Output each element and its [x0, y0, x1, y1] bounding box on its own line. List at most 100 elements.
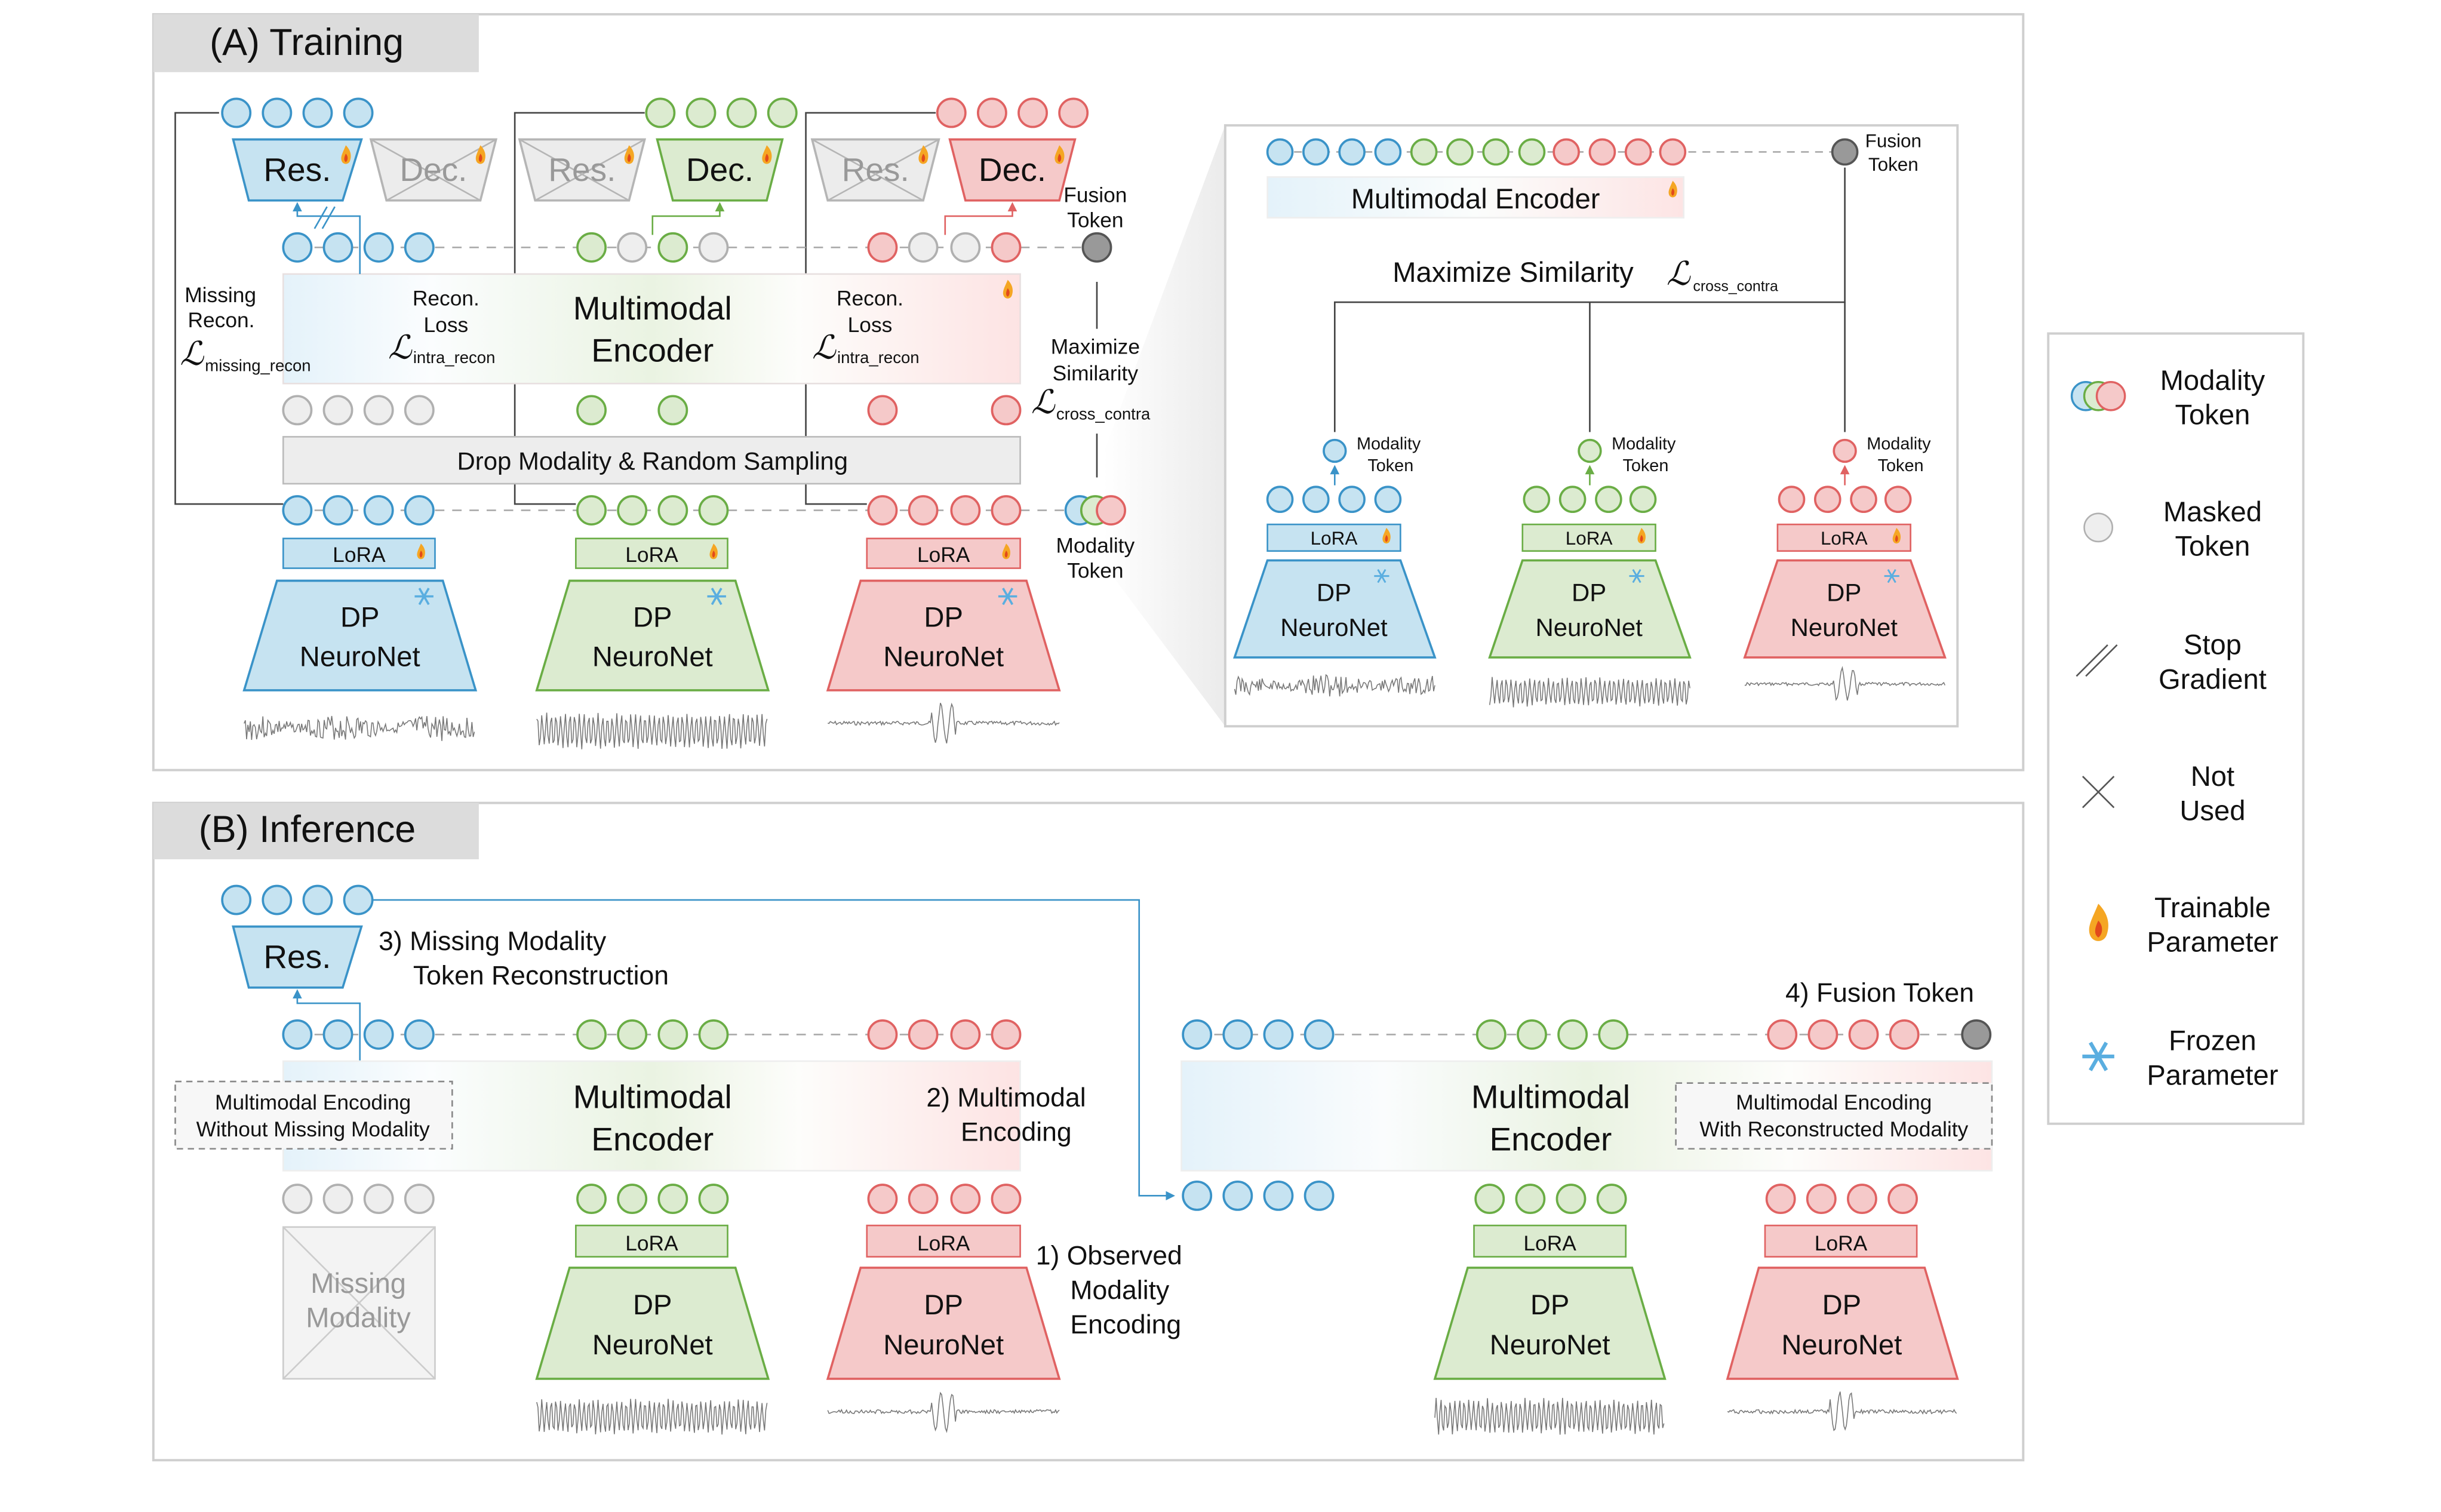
- inset-maximize-label: Maximize Similarity: [1392, 256, 1634, 288]
- inset-fusion-token-label: Fusion: [1865, 131, 1922, 152]
- encoder-label: Encoder: [591, 1120, 714, 1157]
- missing-recon-label: Recon.: [187, 309, 254, 332]
- module-label: Dec.: [979, 151, 1046, 188]
- flame-core: [1671, 188, 1675, 196]
- modality-token: [1778, 485, 1806, 514]
- modality-token: [221, 97, 252, 128]
- dp-neuronet: [826, 579, 1061, 692]
- masked-token: [363, 395, 394, 426]
- dp-label: DP: [633, 601, 672, 633]
- modality-token: [1517, 1019, 1547, 1050]
- fusion-token-label: Token: [1067, 208, 1123, 232]
- inset-modality-token-label: Modality: [1612, 434, 1676, 453]
- dp-neuronet: [1233, 559, 1437, 659]
- modality-token: [936, 97, 967, 128]
- flame-icon: [475, 145, 485, 164]
- inset-modality-token-label: Token: [1622, 456, 1668, 475]
- modality-token: [1302, 485, 1330, 514]
- flame-icon: [624, 145, 634, 164]
- modality-token: [991, 395, 1022, 426]
- modality-token: [302, 884, 333, 915]
- modality-token: [1302, 138, 1330, 166]
- modality-token: [991, 1184, 1022, 1215]
- recon-loss-label: Loss: [423, 314, 468, 337]
- legend-label: Parameter: [2147, 1059, 2278, 1090]
- modality-token: [576, 395, 607, 426]
- loss-symbol: ℒ: [180, 334, 204, 373]
- modality-token: [404, 1019, 435, 1050]
- modality-token: [1410, 138, 1438, 166]
- dp-label: DP: [924, 1289, 963, 1320]
- modality-token: [1629, 485, 1657, 514]
- dp-label: NeuroNet: [592, 1329, 713, 1360]
- not-used-icon: [534, 139, 645, 201]
- flame-core: [2095, 920, 2102, 938]
- modality-token: [1813, 485, 1841, 514]
- flame-icon: [1892, 528, 1901, 544]
- multimodal-encoder: [282, 273, 1021, 385]
- flame-core: [1057, 153, 1062, 162]
- legend: ModalityTokenMaskedTokenStopGradientNotU…: [2047, 332, 2305, 1125]
- lora-adapter: [575, 537, 728, 569]
- signal-waveform: [1434, 1397, 1665, 1435]
- modality-token: [576, 1019, 607, 1050]
- modality-token: [1266, 138, 1294, 166]
- masked-token: [363, 1184, 394, 1215]
- modality-token: [991, 495, 1022, 525]
- maximize-similarity-label: Similarity: [1053, 362, 1139, 385]
- modality-token: [363, 495, 394, 525]
- dp-label: NeuroNet: [300, 641, 420, 672]
- modality-token: [1263, 1180, 1294, 1211]
- modality-token: [576, 495, 607, 525]
- dp-label: NeuroNet: [1781, 1329, 1902, 1360]
- inset-modality-token-label: Token: [1878, 456, 1924, 475]
- encoding-with-label: Multimodal Encoding: [1736, 1091, 1932, 1114]
- dp-neuronet: [242, 579, 478, 692]
- modality-token: [950, 495, 981, 525]
- encoder-label: Multimodal: [573, 290, 732, 327]
- snowflake-stroke: [1632, 569, 1641, 583]
- modality-token: [867, 1184, 898, 1215]
- snowflake-icon: [2082, 1041, 2114, 1071]
- modality-token: [1323, 438, 1347, 463]
- modality-token: [1058, 97, 1089, 128]
- flame-icon: [1668, 180, 1677, 198]
- flame-icon: [2089, 903, 2108, 941]
- modality-token: [262, 97, 293, 128]
- loss-subscript: cross_contra: [1056, 405, 1151, 423]
- not-used-icon: [2082, 776, 2115, 809]
- lora-label: LoRA: [917, 1232, 970, 1255]
- modality-token: [1887, 1184, 1918, 1215]
- flame-core: [1895, 534, 1898, 542]
- loss-symbol: ℒ: [1667, 254, 1691, 293]
- flame-core: [478, 153, 482, 162]
- snowflake-icon: [1374, 569, 1389, 583]
- snowflake-stroke: [2089, 1041, 2108, 1071]
- inset-modality-token-label: Modality: [1867, 434, 1931, 453]
- masked-token: [322, 1184, 353, 1215]
- step4-label: 4) Fusion Token: [1785, 978, 1974, 1007]
- signal-waveform: [1727, 1391, 1957, 1431]
- dp-neuronet: [1433, 1267, 1667, 1380]
- dp-neuronet: [1743, 559, 1947, 659]
- modality-token: [867, 232, 898, 263]
- modality-token: [1833, 438, 1857, 463]
- lora-adapter: [575, 1224, 728, 1258]
- modality-token: [1446, 138, 1474, 166]
- feedback-line-blue: [174, 112, 284, 505]
- loss-symbol: ℒ: [388, 328, 413, 366]
- dp-label: DP: [1572, 579, 1606, 607]
- modality-token: [302, 97, 333, 128]
- modality-token: [1848, 1019, 1879, 1050]
- modality-token: [1596, 1184, 1627, 1215]
- module-label: Dec.: [686, 151, 754, 188]
- modality-token: [1557, 1019, 1588, 1050]
- encoder-label: Multimodal: [1471, 1078, 1630, 1115]
- modality-token: [1482, 138, 1510, 166]
- modality-token: [322, 495, 353, 525]
- modality-token: [617, 1184, 648, 1215]
